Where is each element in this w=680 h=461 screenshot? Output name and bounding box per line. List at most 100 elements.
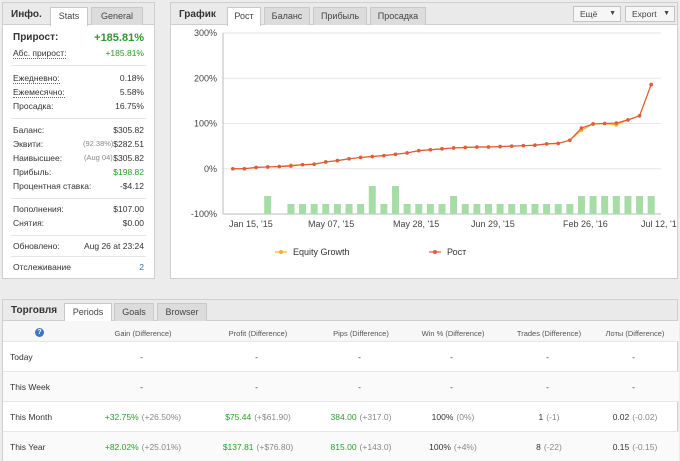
- cell-profit: -: [218, 352, 298, 362]
- col-pips[interactable]: Pips (Difference): [333, 329, 389, 338]
- data-point: [533, 143, 537, 148]
- data-point: [509, 144, 514, 148]
- cell-lots: -: [595, 352, 675, 362]
- data-point: [277, 164, 282, 169]
- daily-value: 0.18%: [119, 73, 144, 83]
- y-tick-label: -100%: [191, 209, 217, 219]
- x-tick-label: Jul 12, '16: [641, 219, 677, 229]
- more-button[interactable]: Ещё ▼: [573, 6, 621, 22]
- row-label: This Month: [10, 412, 53, 422]
- cell-trades-value: -: [546, 382, 549, 392]
- bar: [403, 204, 411, 214]
- bar: [636, 196, 644, 214]
- updated-row: Обновлено: Aug 26 at 23:24: [11, 241, 146, 253]
- tab-browser[interactable]: Browser: [157, 303, 207, 321]
- abs-growth-row: Абс. прирост: +185.81%: [11, 48, 146, 60]
- tab-goals[interactable]: Goals: [114, 303, 154, 321]
- cell-gain: -: [103, 382, 183, 392]
- x-tick-label: May 07, '15: [308, 219, 354, 229]
- cell-win: 100% (+4%): [413, 442, 493, 452]
- data-point: [312, 162, 316, 167]
- cell-win-value: -: [450, 382, 453, 392]
- tab-periods[interactable]: Periods: [64, 303, 112, 322]
- cell-gain-value: +82.02%: [104, 442, 139, 452]
- col-gain[interactable]: Gain (Difference): [114, 329, 172, 338]
- highest-row: Наивысшее: (Aug 04) $305.82: [11, 153, 146, 165]
- data-point: [370, 154, 375, 159]
- col-lots[interactable]: Лоты (Difference): [605, 329, 665, 338]
- more-label: Ещё: [580, 9, 598, 19]
- cell-profit: -: [218, 382, 298, 392]
- data-point: [568, 138, 572, 143]
- bar: [310, 204, 318, 214]
- tab-growth[interactable]: Рост: [227, 7, 261, 26]
- data-point: [358, 155, 363, 160]
- tab-stats[interactable]: Stats: [50, 7, 88, 26]
- cell-gain: +82.02% (+25.01%): [103, 442, 183, 452]
- col-profit[interactable]: Profit (Difference): [228, 329, 288, 338]
- equity-line: [232, 84, 652, 170]
- table-header-row: [3, 321, 679, 341]
- row-label: Today: [10, 352, 33, 362]
- cell-pips-value: -: [358, 382, 361, 392]
- abs-growth-label[interactable]: Абс. прирост:: [13, 48, 67, 59]
- bar: [264, 196, 272, 214]
- cell-trades: 1 (-1): [507, 412, 591, 422]
- data-point: [428, 147, 433, 152]
- monthly-label[interactable]: Ежемесячно:: [13, 87, 65, 98]
- tab-profit[interactable]: Прибыль: [313, 7, 367, 25]
- tab-general[interactable]: General: [91, 7, 143, 25]
- bar: [287, 204, 295, 214]
- cell-gain: -: [103, 352, 183, 362]
- divider: [11, 65, 146, 66]
- y-tick-label: 200%: [194, 73, 217, 83]
- data-point: [382, 153, 386, 158]
- col-win[interactable]: Win % (Difference): [421, 329, 485, 338]
- growth-value: +185.81%: [94, 32, 144, 44]
- bar: [624, 196, 632, 214]
- chart-panel: График Рост Баланс Прибыль Просадка Ещё …: [170, 2, 678, 279]
- trading-panel: Торговля Periods Goals Browser ? Gain (D…: [2, 299, 679, 461]
- cell-lots: 0.02 (-0.02): [595, 412, 675, 422]
- interest-row: Процентная ставка: -$4.12: [11, 181, 146, 193]
- tab-balance[interactable]: Баланс: [264, 7, 310, 25]
- cell-profit-diff: (+$61.90): [254, 412, 291, 422]
- x-tick-label: Jun 29, '15: [471, 219, 515, 229]
- cell-gain-value: -: [140, 382, 143, 392]
- profit-row: Прибыль: $198.82: [11, 167, 146, 179]
- cell-gain-value: +32.75%: [104, 412, 139, 422]
- tracking-label: Отслеживание: [13, 262, 72, 272]
- daily-label[interactable]: Ежедневно:: [13, 73, 60, 84]
- monthly-value: 5.58%: [119, 87, 144, 97]
- data-point: [440, 147, 444, 151]
- data-point: [405, 151, 409, 155]
- cell-win-value: 100%: [429, 442, 451, 452]
- equity-row: Эквити: (92.38%) $282.51: [11, 139, 146, 151]
- bar: [485, 204, 492, 214]
- cell-trades: -: [507, 382, 591, 392]
- cell-gain-diff: (+26.50%): [141, 412, 182, 422]
- tracking-value[interactable]: 2: [139, 262, 144, 272]
- bar: [426, 204, 434, 214]
- help-icon[interactable]: ?: [35, 328, 44, 337]
- export-button[interactable]: Export ▼: [625, 6, 675, 22]
- tab-drawdown[interactable]: Просадка: [370, 7, 426, 25]
- interest-label: Процентная ставка:: [13, 181, 92, 191]
- bar: [589, 196, 597, 214]
- legend-equity-marker: [279, 250, 283, 254]
- bar: [357, 204, 365, 214]
- cell-pips-value: 384.00: [330, 412, 357, 422]
- cell-pips: -: [321, 352, 401, 362]
- col-trades[interactable]: Trades (Difference): [516, 329, 582, 338]
- highest-date: (Aug 04): [84, 153, 113, 162]
- bar: [601, 196, 609, 214]
- legend-equity-label: Equity Growth: [293, 247, 350, 257]
- data-point: [416, 148, 421, 153]
- legend-growth-label: Рост: [447, 247, 466, 257]
- bar: [450, 196, 458, 214]
- growth-label: Прирост:: [13, 32, 59, 43]
- data-point: [231, 166, 235, 171]
- cell-pips: -: [321, 382, 401, 392]
- bar: [508, 204, 516, 214]
- row-label: This Year: [10, 442, 46, 452]
